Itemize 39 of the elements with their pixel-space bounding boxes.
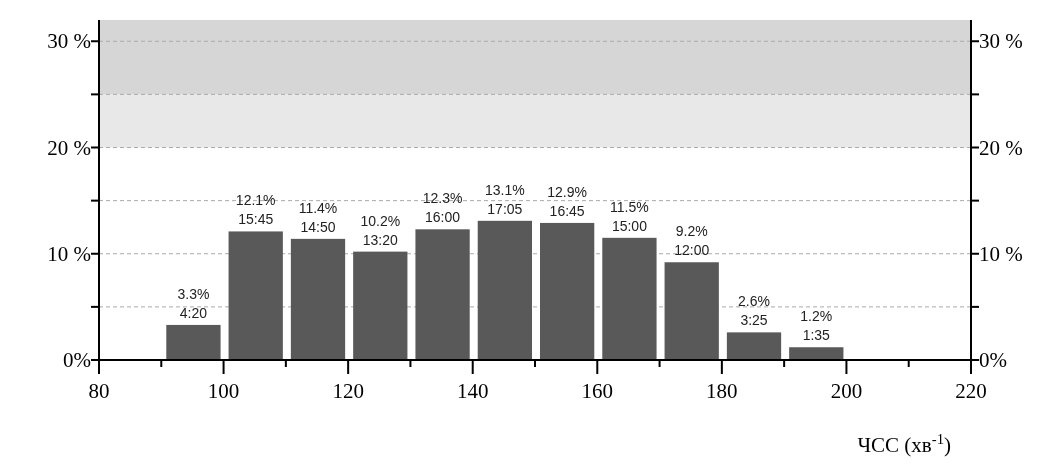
annotation: 15:00 — [611, 217, 648, 234]
y2-tick-label: 0% — [979, 348, 1007, 372]
annotation: 16:45 — [549, 202, 585, 219]
data-label: 1.2% — [800, 308, 833, 325]
annotation: 15:45 — [238, 211, 274, 228]
x-axis-title: ЧСС (хв$^{-1}$) — [857, 431, 951, 457]
x-tick-label: 200 — [830, 379, 863, 403]
annotation: 17:05 — [487, 200, 523, 217]
data-label: 12.3% — [422, 190, 463, 207]
annotation: 12:00 — [674, 242, 710, 259]
y-tick-label: 20 % — [47, 135, 91, 160]
y-tick-label: 0% — [63, 348, 91, 372]
annotation: 4:20 — [179, 304, 208, 321]
data-label: 3.3% — [177, 285, 210, 302]
data-label: 11.5% — [610, 198, 649, 215]
x-tick-label: 180 — [706, 379, 738, 403]
annotation: 13:20 — [362, 231, 399, 248]
data-label: 11.4% — [298, 199, 338, 216]
data-label: 9.2% — [675, 223, 708, 240]
y2-tick-label: 30 % — [979, 29, 1023, 54]
data-label: 10.2% — [360, 212, 401, 229]
data-label: 2.6% — [738, 293, 770, 310]
annotation: 16:00 — [425, 209, 461, 226]
x-tick-label: 80 — [88, 379, 110, 403]
x-tick-label: 220 — [955, 379, 987, 403]
annotation: 3:25 — [740, 312, 768, 329]
data-label: 12.1% — [235, 192, 276, 209]
annotation: 14:50 — [300, 218, 336, 235]
annotation: 1:35 — [802, 327, 831, 344]
x-tick-label: 120 — [332, 379, 364, 403]
y2-tick-label: 20 % — [979, 135, 1023, 160]
x-tick-label: 160 — [581, 379, 614, 403]
data-label: 13.1% — [485, 181, 525, 198]
x-tick-label: 100 — [207, 379, 240, 403]
x-tick-label: 140 — [456, 379, 489, 403]
data-label: 12.9% — [547, 183, 587, 200]
y-tick-label: 30 % — [47, 29, 91, 54]
y-tick-label: 10 % — [47, 241, 91, 266]
y2-tick-label: 10 % — [979, 241, 1023, 266]
